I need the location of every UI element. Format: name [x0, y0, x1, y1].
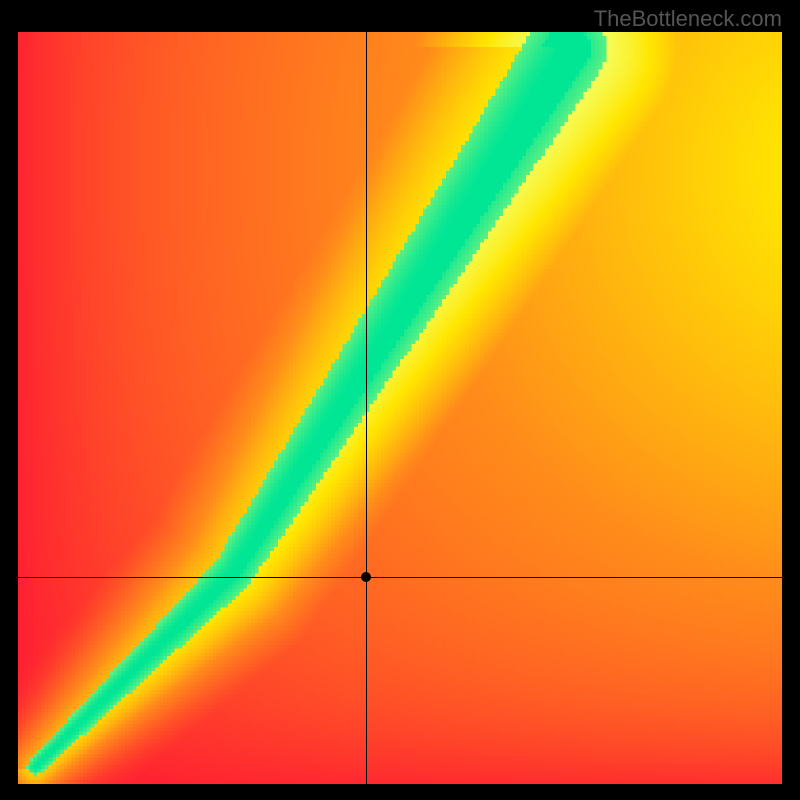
- crosshair-vertical: [366, 32, 367, 784]
- heatmap-plot: [18, 32, 782, 784]
- heatmap-canvas: [18, 32, 782, 784]
- watermark-text: TheBottleneck.com: [594, 6, 782, 32]
- chart-container: TheBottleneck.com: [0, 0, 800, 800]
- marker-point: [361, 572, 371, 582]
- crosshair-horizontal: [18, 577, 782, 578]
